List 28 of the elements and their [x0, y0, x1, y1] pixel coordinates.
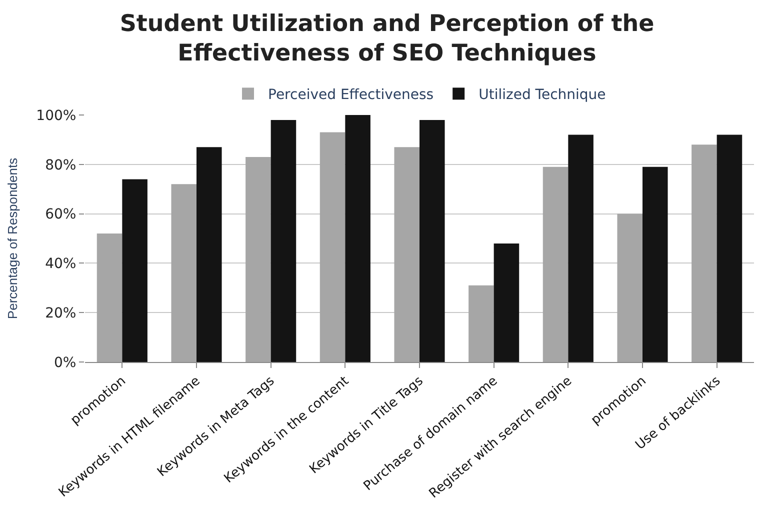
bar: [568, 134, 594, 362]
y-axis-title: Percentage of Respondents: [5, 157, 20, 320]
bar: [542, 166, 568, 362]
bar: [420, 120, 445, 362]
bar: [246, 156, 271, 362]
bar: [345, 115, 370, 362]
bar: [96, 234, 122, 362]
bar: [122, 179, 148, 362]
y-tick-label: 100%: [36, 108, 76, 124]
y-tick-label: 0%: [54, 354, 76, 371]
bar: [196, 147, 222, 362]
legend-label: Perceived Effectiveness: [268, 87, 434, 104]
bar: [716, 134, 742, 362]
y-tick-label: 20%: [45, 306, 76, 322]
bar: [692, 144, 717, 362]
bar: [320, 132, 346, 362]
chart-title: Student Utilization and Perception of the Effectiveness of SEO Techniques: [120, 10, 654, 67]
legend-label: Utilized Technique: [478, 87, 606, 104]
bar: [494, 243, 520, 362]
bar: [617, 214, 642, 362]
bar: [394, 147, 420, 362]
bar: [468, 285, 494, 362]
y-tick-label: 40%: [45, 256, 76, 272]
bar: [642, 166, 668, 362]
bar: [171, 184, 196, 362]
y-tick-label: 60%: [45, 206, 76, 223]
bar: [270, 120, 296, 362]
y-tick-label: 80%: [45, 157, 76, 174]
